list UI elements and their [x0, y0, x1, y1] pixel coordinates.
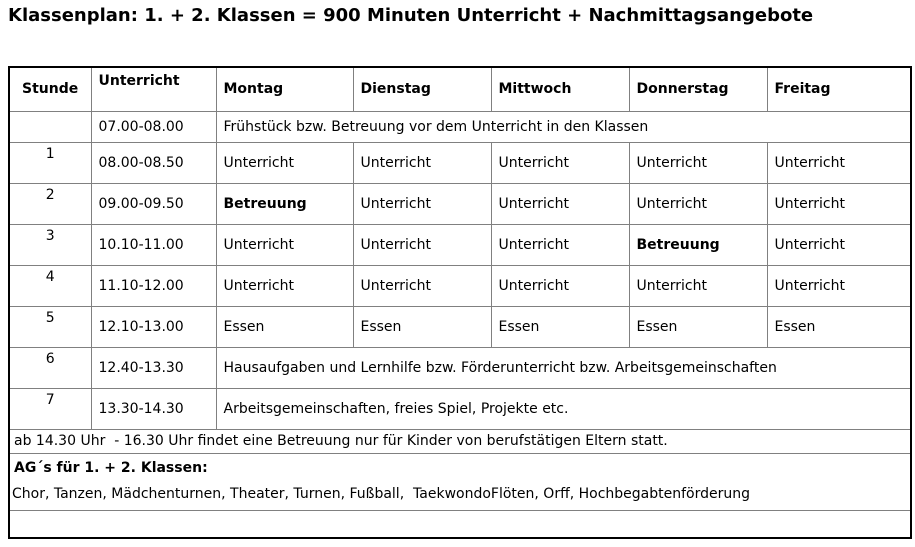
- day-cell-mittwoch: Unterricht: [490, 264, 630, 307]
- day-cell-mittwoch: Unterricht: [490, 141, 630, 184]
- day-cell-dienstag: Essen: [352, 305, 492, 348]
- table-row-lesson-1: 1 08.00-08.50 Unterricht Unterricht Unte…: [8, 141, 912, 184]
- table-row-breakfast: 07.00-08.00 Frühstück bzw. Betreuung vor…: [8, 110, 912, 143]
- time-cell: 08.00-08.50: [90, 141, 217, 184]
- day-cell-dienstag: Unterricht: [352, 264, 492, 307]
- stunde-cell: 7: [8, 387, 92, 430]
- table-header-row: Stunde Unterricht Montag Dienstag Mittwo…: [8, 66, 912, 112]
- column-header-montag: Montag: [215, 66, 354, 112]
- day-cell-dienstag: Unterricht: [352, 182, 492, 225]
- stunde-cell: 1: [8, 141, 92, 184]
- table-row-lesson-5: 5 12.10-13.00 Essen Essen Essen Essen Es…: [8, 305, 912, 348]
- day-cell-dienstag: Unterricht: [352, 223, 492, 266]
- day-cell-dienstag: Unterricht: [352, 141, 492, 184]
- column-header-freitag: Freitag: [766, 66, 912, 112]
- time-cell: 11.10-12.00: [90, 264, 217, 307]
- schedule-table: Stunde Unterricht Montag Dienstag Mittwo…: [8, 66, 912, 539]
- day-cell-donnerstag: Unterricht: [628, 264, 768, 307]
- ags-cell: AG´s für 1. + 2. Klassen: Chor, Tanzen, …: [8, 452, 912, 511]
- column-header-unterricht: Unterricht: [90, 66, 217, 112]
- ags-list: Chor, Tanzen, Mädchenturnen, Theater, Tu…: [12, 485, 751, 502]
- day-cell-freitag: Unterricht: [766, 141, 912, 184]
- time-cell: 09.00-09.50: [90, 182, 217, 225]
- ags-heading: AG´s für 1. + 2. Klassen:: [14, 459, 208, 476]
- table-row-lesson-6: 6 12.40-13.30 Hausaufgaben und Lernhilfe…: [8, 346, 912, 389]
- table-row-lesson-2: 2 09.00-09.50 Betreuung Unterricht Unter…: [8, 182, 912, 225]
- empty-cell: [8, 509, 912, 539]
- stunde-cell: 5: [8, 305, 92, 348]
- time-cell: 12.40-13.30: [90, 346, 217, 389]
- table-row-note: ab 14.30 Uhr - 16.30 Uhr findet eine Bet…: [8, 428, 912, 454]
- day-cell-donnerstag: Unterricht: [628, 182, 768, 225]
- day-cell-montag: Essen: [215, 305, 354, 348]
- stunde-cell: 4: [8, 264, 92, 307]
- table-row-empty: [8, 509, 912, 539]
- stunde-cell: 6: [8, 346, 92, 389]
- time-cell: 13.30-14.30: [90, 387, 217, 430]
- column-header-donnerstag: Donnerstag: [628, 66, 768, 112]
- time-cell: 10.10-11.00: [90, 223, 217, 266]
- day-cell-montag: Betreuung: [215, 182, 354, 225]
- stunde-cell: 2: [8, 182, 92, 225]
- column-header-dienstag: Dienstag: [352, 66, 492, 112]
- span-cell-breakfast: Frühstück bzw. Betreuung vor dem Unterri…: [215, 110, 912, 143]
- day-cell-mittwoch: Unterricht: [490, 182, 630, 225]
- day-cell-donnerstag: Unterricht: [628, 141, 768, 184]
- stunde-cell: [8, 110, 92, 143]
- day-cell-montag: Unterricht: [215, 223, 354, 266]
- table-row-lesson-7: 7 13.30-14.30 Arbeitsgemeinschaften, fre…: [8, 387, 912, 430]
- betreuung-note: ab 14.30 Uhr - 16.30 Uhr findet eine Bet…: [8, 428, 912, 454]
- time-cell: 12.10-13.00: [90, 305, 217, 348]
- page-title: Klassenplan: 1. + 2. Klassen = 900 Minut…: [8, 5, 814, 26]
- span-cell-homework: Hausaufgaben und Lernhilfe bzw. Förderun…: [215, 346, 912, 389]
- day-cell-donnerstag: Betreuung: [628, 223, 768, 266]
- day-cell-mittwoch: Unterricht: [490, 223, 630, 266]
- table-row-lesson-4: 4 11.10-12.00 Unterricht Unterricht Unte…: [8, 264, 912, 307]
- column-header-stunde: Stunde: [8, 66, 92, 112]
- day-cell-mittwoch: Essen: [490, 305, 630, 348]
- column-header-mittwoch: Mittwoch: [490, 66, 630, 112]
- day-cell-freitag: Unterricht: [766, 223, 912, 266]
- stunde-cell: 3: [8, 223, 92, 266]
- day-cell-freitag: Unterricht: [766, 264, 912, 307]
- day-cell-montag: Unterricht: [215, 141, 354, 184]
- day-cell-freitag: Unterricht: [766, 182, 912, 225]
- day-cell-donnerstag: Essen: [628, 305, 768, 348]
- day-cell-freitag: Essen: [766, 305, 912, 348]
- day-cell-montag: Unterricht: [215, 264, 354, 307]
- time-cell: 07.00-08.00: [90, 110, 217, 143]
- span-cell-ag-afternoon: Arbeitsgemeinschaften, freies Spiel, Pro…: [215, 387, 912, 430]
- table-row-lesson-3: 3 10.10-11.00 Unterricht Unterricht Unte…: [8, 223, 912, 266]
- table-row-ags: AG´s für 1. + 2. Klassen: Chor, Tanzen, …: [8, 452, 912, 511]
